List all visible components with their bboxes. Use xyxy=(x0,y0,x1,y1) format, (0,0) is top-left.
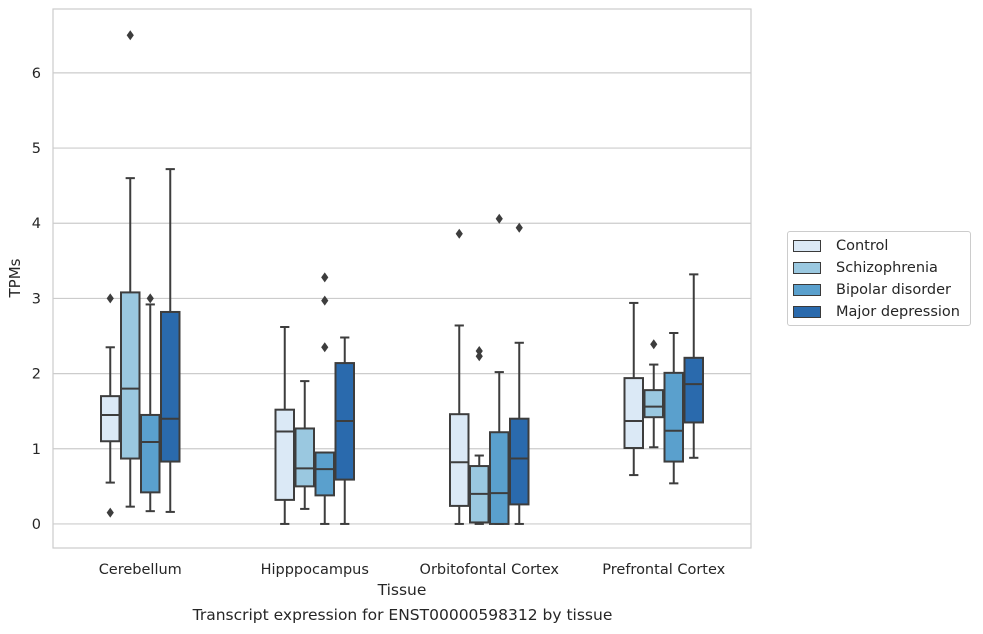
y-tick-label: 3 xyxy=(32,291,41,307)
plot-frame xyxy=(52,8,752,549)
legend-item-control: Control xyxy=(793,237,888,255)
box-group xyxy=(100,293,121,518)
y-tick-label: 6 xyxy=(32,66,41,82)
outlier-point xyxy=(321,342,329,353)
box-group xyxy=(683,273,704,459)
y-tick-label: 0 xyxy=(32,517,41,533)
outlier-point xyxy=(475,351,483,362)
box-group xyxy=(663,332,684,485)
box xyxy=(314,451,335,497)
box xyxy=(449,413,470,507)
legend-label: Major depression xyxy=(836,304,960,320)
box xyxy=(489,431,510,525)
outlier-point xyxy=(321,295,329,306)
box-group xyxy=(160,168,181,513)
y-tick-label: 4 xyxy=(32,216,41,232)
box xyxy=(683,356,704,424)
box-group xyxy=(623,301,644,477)
box-group xyxy=(643,339,664,449)
outlier-point xyxy=(106,507,114,518)
outlier-point xyxy=(126,30,134,41)
x-tick-label: Prefrontal Cortex xyxy=(602,562,725,578)
box xyxy=(160,310,181,463)
box-group xyxy=(274,325,295,525)
legend-swatch xyxy=(793,262,821,274)
box-group xyxy=(334,336,355,525)
outlier-point xyxy=(495,213,503,224)
y-tick-labels: 0 1 2 3 4 5 6 xyxy=(32,66,41,533)
y-tick-label: 5 xyxy=(32,141,41,157)
box-groups xyxy=(100,30,704,525)
box-group xyxy=(120,30,141,508)
box-group xyxy=(140,293,161,513)
legend-label: Schizophrenia xyxy=(836,260,938,276)
legend-item-major-depression: Major depression xyxy=(793,303,960,321)
box xyxy=(663,371,684,463)
box xyxy=(643,389,664,419)
legend-swatch xyxy=(793,284,821,296)
outlier-point xyxy=(106,293,114,304)
box xyxy=(100,395,121,443)
y-axis-label: TPMs xyxy=(6,258,24,298)
outlier-point xyxy=(475,346,483,357)
outlier-point xyxy=(650,339,658,350)
y-tick-label: 2 xyxy=(32,367,41,383)
x-tick-label: Cerebellum xyxy=(99,562,182,578)
box xyxy=(294,427,315,488)
x-tick-label: Hipppocampus xyxy=(261,562,369,578)
outlier-point xyxy=(455,228,463,239)
x-axis-label: Tissue xyxy=(377,581,427,599)
box-group xyxy=(469,346,490,525)
y-tick-label: 1 xyxy=(32,442,41,458)
x-tick-label: Orbitofontal Cortex xyxy=(420,562,560,578)
legend-item-bipolar-disorder: Bipolar disorder xyxy=(793,281,951,299)
outlier-point xyxy=(321,272,329,283)
box-group xyxy=(509,222,530,525)
box xyxy=(623,377,644,450)
legend: Control Schizophrenia Bipolar disorder M… xyxy=(787,231,971,326)
legend-label: Control xyxy=(836,238,889,254)
x-tick-labels: Cerebellum Hipppocampus Orbitofontal Corte… xyxy=(99,562,726,578)
box xyxy=(120,291,141,460)
legend-item-schizophrenia: Schizophrenia xyxy=(793,259,938,277)
legend-label: Bipolar disorder xyxy=(836,282,951,298)
chart-caption: Transcript expression for ENST0000059831… xyxy=(192,606,613,624)
box-group xyxy=(314,272,335,525)
outlier-point xyxy=(146,293,154,304)
outlier-point xyxy=(515,222,523,233)
box-group xyxy=(294,380,315,510)
legend-swatch xyxy=(793,240,821,252)
box xyxy=(509,417,530,506)
box-group xyxy=(489,213,510,525)
box-group xyxy=(449,228,470,525)
box xyxy=(274,408,295,501)
box xyxy=(140,413,161,494)
legend-swatch xyxy=(793,306,821,318)
